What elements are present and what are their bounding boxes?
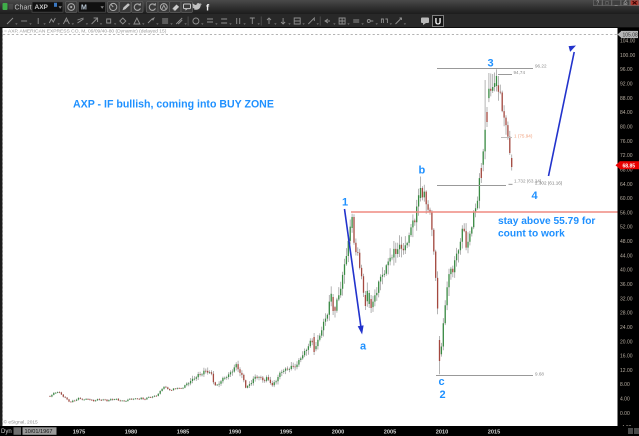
svg-text:80.00: 80.00 — [620, 125, 633, 131]
svg-text:= AXP, AMERICAN EXPRESS CO, M,: = AXP, AMERICAN EXPRESS CO, M, 09/09/40-… — [4, 28, 167, 34]
svg-text:88.00: 88.00 — [620, 96, 633, 102]
svg-text:68.85: 68.85 — [623, 163, 636, 169]
svg-text:76.00: 76.00 — [620, 139, 633, 145]
svg-text:f: f — [206, 3, 210, 14]
svg-text:56.00: 56.00 — [620, 210, 633, 216]
svg-text:96.00: 96.00 — [620, 67, 633, 73]
svg-text:92.00: 92.00 — [620, 82, 633, 88]
svg-text:68.00: 68.00 — [620, 167, 633, 173]
svg-text:⎙: ⎙ — [623, 1, 627, 7]
svg-text:1990: 1990 — [229, 430, 241, 436]
svg-text:104.00: 104.00 — [620, 39, 636, 45]
svg-text:96.22: 96.22 — [535, 64, 547, 69]
svg-text:c: c — [439, 376, 445, 388]
svg-text:8.00: 8.00 — [620, 382, 630, 388]
svg-text:U: U — [435, 17, 442, 27]
svg-text:2000: 2000 — [332, 430, 344, 436]
svg-text:1.732 (63.24): 1.732 (63.24) — [514, 179, 542, 184]
svg-text:stay above 55.79 for: stay above 55.79 for — [498, 216, 595, 227]
svg-text:10/01/1967: 10/01/1967 — [25, 429, 53, 435]
svg-text:4.00: 4.00 — [620, 397, 630, 403]
svg-text:20.00: 20.00 — [620, 339, 633, 345]
svg-text:a: a — [360, 341, 367, 353]
svg-text:2015: 2015 — [488, 430, 500, 436]
svg-text:4: 4 — [532, 190, 539, 202]
svg-text:12.00: 12.00 — [620, 368, 633, 374]
svg-text:9.68: 9.68 — [535, 372, 544, 377]
svg-text:1980: 1980 — [125, 430, 137, 436]
svg-text:48.00: 48.00 — [620, 239, 633, 245]
svg-text:Chart: Chart — [15, 4, 32, 11]
svg-text:64.00: 64.00 — [620, 182, 633, 188]
svg-text:1975: 1975 — [73, 430, 85, 436]
svg-text:94,74: 94,74 — [514, 70, 526, 75]
svg-text:1985: 1985 — [177, 430, 189, 436]
svg-text:52.00: 52.00 — [620, 225, 633, 231]
svg-text:24.00: 24.00 — [620, 325, 633, 331]
svg-text:36.00: 36.00 — [620, 282, 633, 288]
svg-text:count to work: count to work — [498, 229, 565, 240]
svg-text:105.08: 105.08 — [623, 32, 639, 38]
svg-text:0.00: 0.00 — [620, 411, 630, 417]
svg-text:_: _ — [614, 1, 618, 7]
svg-text:Dyn: Dyn — [1, 429, 12, 435]
svg-text:16.00: 16.00 — [620, 354, 633, 360]
svg-text:2: 2 — [440, 389, 446, 401]
svg-text:1995: 1995 — [280, 430, 292, 436]
svg-text:44.00: 44.00 — [620, 253, 633, 259]
svg-text:1: 1 — [342, 197, 348, 209]
svg-text:2.302 (61.16): 2.302 (61.16) — [535, 180, 563, 185]
svg-text:2005: 2005 — [384, 430, 396, 436]
svg-text:□: □ — [605, 1, 608, 7]
svg-text:© eSignal, 2015: © eSignal, 2015 — [4, 419, 39, 426]
svg-text:72.00: 72.00 — [620, 153, 633, 159]
svg-text:AXP: AXP — [35, 4, 49, 11]
svg-text:AXP - IF bullish, coming into: AXP - IF bullish, coming into BUY ZONE — [73, 99, 274, 111]
svg-text:?: ? — [596, 1, 599, 7]
svg-text:60.00: 60.00 — [620, 196, 633, 202]
svg-text:40.00: 40.00 — [620, 268, 633, 274]
svg-text:1 (75.94): 1 (75.94) — [514, 134, 533, 139]
svg-text:M: M — [81, 4, 87, 11]
svg-text:3: 3 — [488, 58, 494, 70]
svg-text:100.00: 100.00 — [620, 53, 636, 59]
svg-text:32.00: 32.00 — [620, 296, 633, 302]
svg-text:b: b — [419, 165, 426, 177]
svg-text:2010: 2010 — [436, 430, 448, 436]
svg-text:84.00: 84.00 — [620, 110, 633, 116]
svg-text:28.00: 28.00 — [620, 311, 633, 317]
